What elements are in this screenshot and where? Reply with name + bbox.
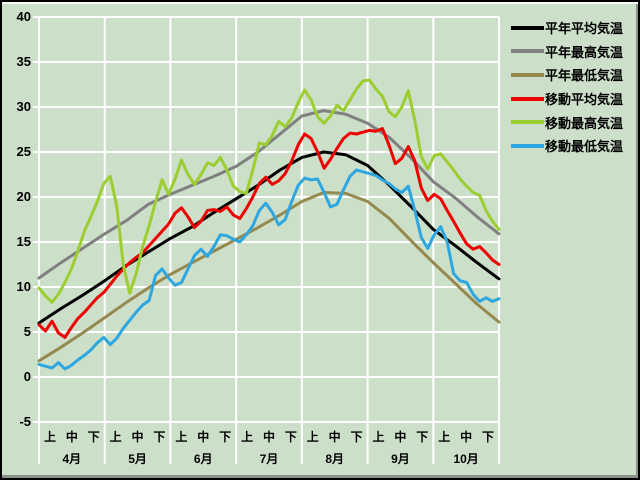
period-label: 上: [175, 429, 188, 444]
y-tick-label: -5: [19, 414, 31, 429]
legend-line-swatch: [511, 49, 544, 54]
y-tick-label: 35: [16, 54, 31, 69]
legend-item: 平年平均気温: [511, 19, 638, 36]
period-label-row: 上中下: [236, 427, 302, 445]
legend-label: 平年最低気温: [545, 68, 624, 84]
series-line-1: [37, 109, 501, 280]
y-tick-label: 10: [16, 279, 31, 294]
legend-label: 移動平均気温: [545, 92, 624, 108]
y-tick-label: 30: [16, 99, 31, 114]
y-tick-label: 40: [16, 9, 31, 24]
month-label: 9月: [391, 451, 410, 466]
legend-label: 移動最低気温: [545, 139, 624, 155]
month-label: 5月: [128, 451, 147, 466]
period-label-row: 上中下: [433, 427, 499, 445]
period-label: 中: [328, 429, 341, 444]
period-label: 中: [394, 429, 407, 444]
period-label: 下: [416, 429, 429, 444]
period-label: 上: [372, 429, 385, 444]
legend: 平年平均気温 平年最高気温 平年最低気温 移動平均気温 移動最高気温 移動最低気温: [511, 19, 638, 161]
series-line-4: [37, 78, 501, 304]
legend-item: 移動最低気温: [511, 137, 638, 155]
legend-line-swatch: [511, 143, 544, 148]
month-label: 10月: [453, 451, 479, 466]
period-label-row: 上中下: [302, 427, 368, 445]
month-label: 6月: [193, 451, 213, 466]
legend-line-swatch: [511, 72, 544, 77]
period-label: 下: [153, 429, 166, 444]
legend-line-swatch: [511, 96, 544, 101]
month-label: 7月: [259, 451, 279, 466]
period-label: 上: [306, 429, 319, 444]
period-label: 上: [43, 429, 56, 444]
period-label: 中: [197, 429, 210, 444]
legend-label: 平年平均気温: [545, 21, 624, 36]
series-line-3: [37, 127, 501, 339]
period-label-row: 上中下: [368, 427, 434, 445]
period-label: 下: [284, 429, 297, 444]
legend-item: 移動最高気温: [511, 114, 638, 131]
period-label-row: 上中下: [39, 427, 105, 445]
period-label: 中: [262, 429, 275, 444]
series-line-0: [37, 150, 501, 325]
period-label: 中: [65, 429, 78, 444]
legend-item: 平年最高気温: [511, 43, 638, 60]
period-label-row: 上中下: [170, 427, 236, 445]
period-label: 下: [482, 429, 495, 444]
period-label: 中: [460, 429, 473, 444]
period-label: 下: [350, 429, 363, 444]
y-tick-label: 20: [16, 189, 31, 204]
period-label: 中: [131, 429, 144, 444]
month-label: 8月: [325, 451, 345, 466]
series-line-2: [37, 191, 501, 363]
legend-label: 移動最高気温: [545, 115, 624, 131]
legend-label: 平年最高気温: [545, 44, 624, 60]
period-label: 下: [219, 429, 232, 444]
y-tick-label: 15: [16, 234, 31, 249]
y-tick-label: 25: [16, 144, 31, 159]
y-tick-label: 5: [23, 324, 31, 339]
period-label: 下: [87, 429, 100, 444]
legend-item: 平年最低気温: [511, 66, 638, 84]
period-label: 上: [241, 429, 254, 444]
period-label: 上: [109, 429, 122, 444]
legend-line-swatch: [511, 25, 544, 30]
period-label-row: 上中下: [105, 427, 171, 445]
month-label: 4月: [62, 451, 82, 466]
y-tick-label: 0: [23, 369, 31, 384]
series-line-5: [37, 168, 501, 371]
legend-line-swatch: [511, 120, 544, 125]
legend-item: 移動平均気温: [511, 90, 638, 108]
period-label: 上: [438, 429, 451, 444]
